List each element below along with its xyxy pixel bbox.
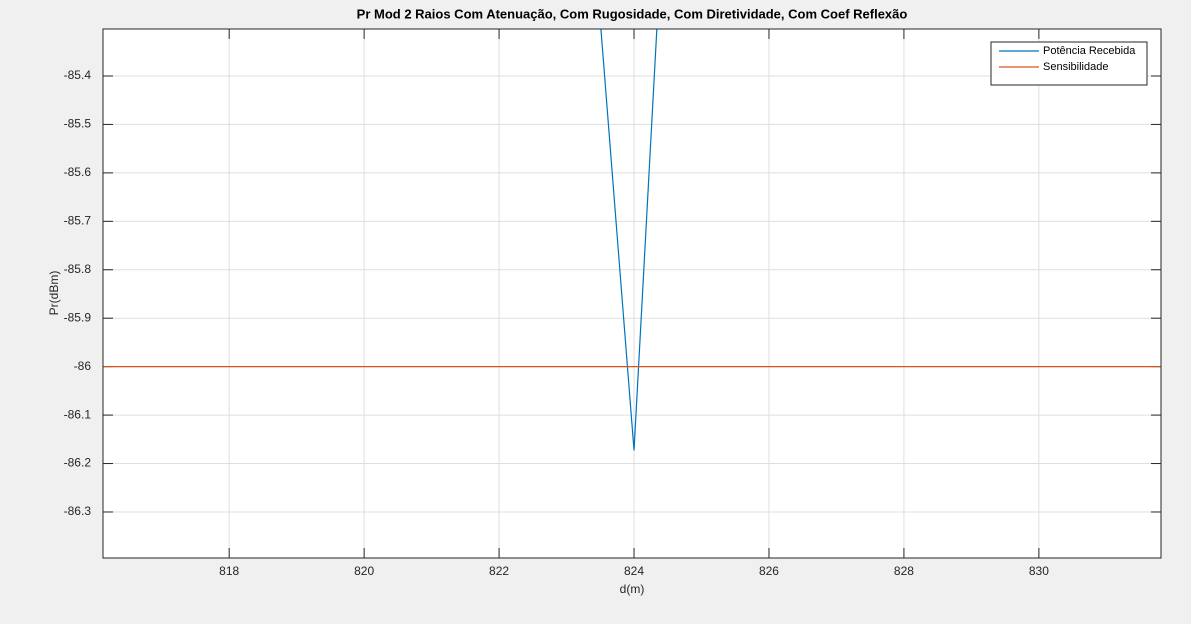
axes-box xyxy=(102,28,1162,559)
y-tick-label: -85.9 xyxy=(64,310,92,324)
y-tick-label: -85.4 xyxy=(64,68,92,82)
legend-label: Potência Recebida xyxy=(1043,45,1136,57)
grid xyxy=(103,29,1161,558)
x-axis-label: d(m) xyxy=(620,582,645,596)
y-tick-label: -86.3 xyxy=(64,504,92,518)
y-tick-label: -86 xyxy=(74,359,92,373)
y-tick-label: -85.7 xyxy=(64,213,92,227)
y-tick-label: -85.8 xyxy=(64,262,92,276)
y-tick-label: -85.6 xyxy=(64,165,92,179)
x-tick-label: 826 xyxy=(759,564,779,578)
x-tick-label: 820 xyxy=(354,564,374,578)
x-tick-label: 824 xyxy=(624,564,644,578)
legend: Potência Recebida Sensibilidade xyxy=(990,41,1148,86)
y-tick-label: -85.5 xyxy=(64,117,92,131)
series-line xyxy=(600,29,658,451)
x-tick-label: 822 xyxy=(489,564,509,578)
chart-title: Pr Mod 2 Raios Com Atenuação, Com Rugosi… xyxy=(357,6,908,21)
legend-label: Sensibilidade xyxy=(1043,61,1108,73)
x-tick-label: 818 xyxy=(219,564,239,578)
plot-area xyxy=(103,29,1161,558)
legend-box xyxy=(990,41,1148,86)
x-tick-label: 830 xyxy=(1029,564,1049,578)
y-tick-label: -86.2 xyxy=(64,456,92,470)
y-axis-label: Pr(dBm) xyxy=(47,271,61,316)
y-tick-label: -86.1 xyxy=(64,407,92,421)
x-tick-label: 828 xyxy=(894,564,914,578)
series-lines xyxy=(103,29,1161,451)
